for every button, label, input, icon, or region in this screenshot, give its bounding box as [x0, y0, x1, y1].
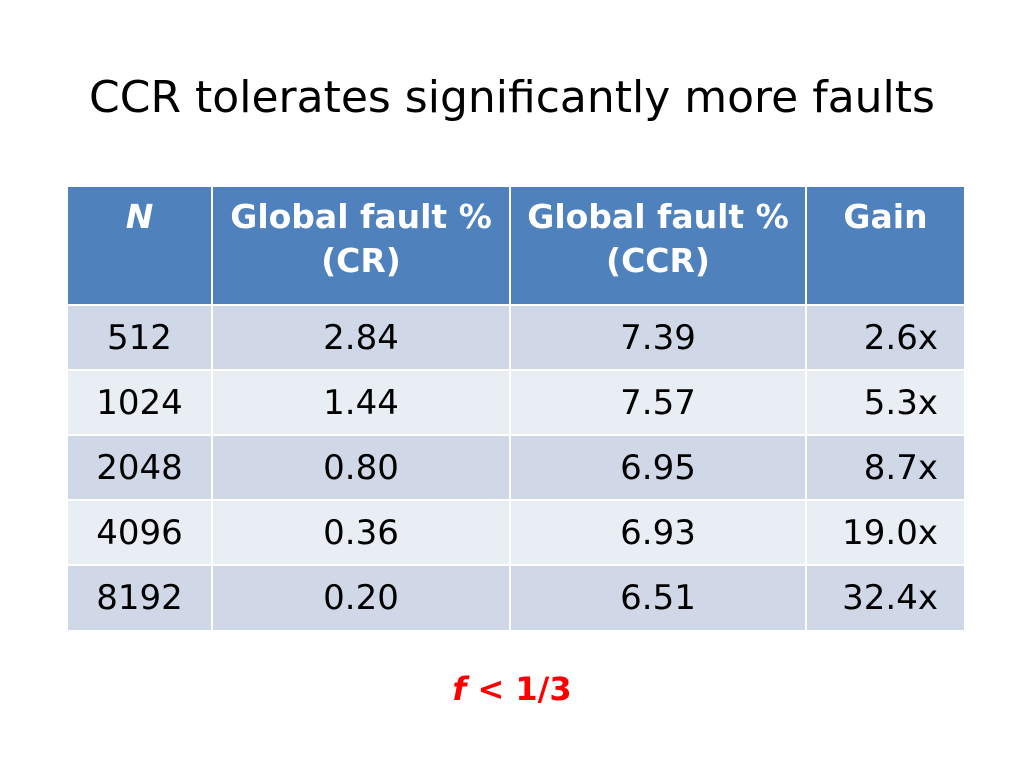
cell-gain: 32.4x	[806, 564, 964, 630]
cell-n: 2048	[68, 434, 213, 500]
cell-gain: 8.7x	[806, 434, 964, 500]
header-ccr-line2: (CCR)	[605, 241, 710, 280]
table-header-row: N Global fault % (CR) Global fault % (CC…	[68, 187, 964, 305]
table-row: 4096 0.36 6.93 19.0x	[68, 499, 964, 565]
header-cr-line1: Global fault %	[230, 197, 492, 236]
cell-cr: 0.20	[212, 564, 511, 630]
header-cr-line2: (CR)	[321, 241, 401, 280]
cell-n: 512	[68, 304, 213, 370]
header-global-fault-ccr: Global fault % (CCR)	[510, 187, 807, 305]
cell-cr: 0.80	[212, 434, 511, 500]
cell-gain: 19.0x	[806, 499, 964, 565]
footnote-variable: f	[452, 670, 467, 708]
footnote-rest: < 1/3	[466, 670, 572, 708]
cell-ccr: 6.51	[510, 564, 807, 630]
header-ccr-line1: Global fault %	[527, 197, 789, 236]
cell-ccr: 7.57	[510, 369, 807, 435]
header-gain-label: Gain	[843, 197, 928, 236]
cell-gain: 2.6x	[806, 304, 964, 370]
cell-ccr: 6.93	[510, 499, 807, 565]
slide-title: CCR tolerates significantly more faults	[89, 72, 935, 123]
cell-cr: 1.44	[212, 369, 511, 435]
cell-n: 1024	[68, 369, 213, 435]
cell-ccr: 6.95	[510, 434, 807, 500]
header-global-fault-cr: Global fault % (CR)	[212, 187, 511, 305]
cell-gain: 5.3x	[806, 369, 964, 435]
header-n: N	[68, 187, 213, 305]
table-row: 512 2.84 7.39 2.6x	[68, 304, 964, 370]
table-row: 2048 0.80 6.95 8.7x	[68, 434, 964, 500]
cell-cr: 2.84	[212, 304, 511, 370]
footnote-condition: f < 1/3	[0, 664, 1024, 714]
fault-table: N Global fault % (CR) Global fault % (CC…	[68, 187, 964, 630]
table-row: 1024 1.44 7.57 5.3x	[68, 369, 964, 435]
table-row: 8192 0.20 6.51 32.4x	[68, 564, 964, 630]
cell-cr: 0.36	[212, 499, 511, 565]
cell-n: 8192	[68, 564, 213, 630]
cell-ccr: 7.39	[510, 304, 807, 370]
cell-n: 4096	[68, 499, 213, 565]
header-gain: Gain	[806, 187, 964, 305]
header-n-label: N	[125, 197, 154, 236]
